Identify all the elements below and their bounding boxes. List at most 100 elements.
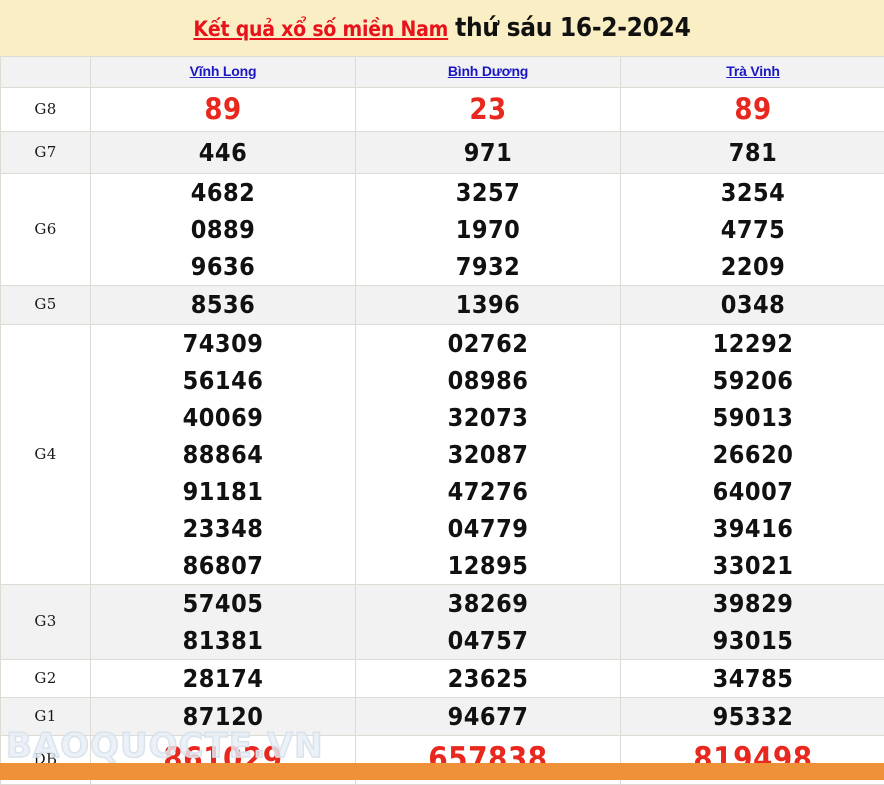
prize-cell: 94677: [356, 697, 621, 735]
table-header: Vĩnh Long Bình Dương Trà Vinh: [1, 57, 884, 88]
prize-number-list: 95332: [621, 698, 884, 735]
province-link-vinh-long[interactable]: Vĩnh Long: [190, 63, 257, 79]
prize-cell: 87120: [91, 697, 356, 735]
prize-cell: 3257 1970 7932: [356, 173, 621, 285]
prize-number: 12292: [713, 325, 794, 362]
prize-number: 0348: [721, 286, 786, 323]
prize-label: G4: [34, 445, 56, 463]
prize-number: 88864: [183, 436, 264, 473]
prize-number-list: 39829 93015: [621, 585, 884, 659]
prize-number: 93015: [713, 622, 794, 659]
table-row: G7 446 971 781: [1, 131, 884, 173]
prize-number: 23: [469, 88, 506, 131]
province-link-binh-duong[interactable]: Bình Dương: [448, 63, 528, 79]
prize-cell: 34785: [621, 659, 884, 697]
prize-number: 56146: [183, 362, 264, 399]
prize-label: G2: [34, 669, 56, 687]
prize-number-list: 38269 04757: [356, 585, 620, 659]
prize-cell: 95332: [621, 697, 884, 735]
prize-cell: 02762 08986 32073 32087 47276 04779 1289…: [356, 324, 621, 584]
prize-label-cell: G6: [1, 173, 91, 285]
prize-number: 74309: [183, 325, 264, 362]
prize-number-list: 1396: [356, 286, 620, 323]
prize-number: 971: [464, 134, 512, 171]
page-title: Kết quả xổ số miền Nam thứ sáu 16-2-2024: [193, 13, 690, 43]
prize-number: 3257: [456, 174, 521, 211]
prize-number-list: 4682 0889 9636: [91, 174, 355, 285]
prize-number: 89: [734, 88, 771, 131]
table-row: G2 28174 23625 34785: [1, 659, 884, 697]
prize-cell: 0348: [621, 285, 884, 324]
prize-number: 81381: [183, 622, 264, 659]
prize-number: 23625: [448, 660, 529, 697]
prize-label: G3: [34, 612, 56, 630]
prize-number: 39829: [713, 585, 794, 622]
prize-number: 32087: [448, 436, 529, 473]
prize-number-list: 3254 4775 2209: [621, 174, 884, 285]
bottom-orange-bar: [0, 763, 884, 780]
province-link-tra-vinh[interactable]: Trà Vinh: [726, 63, 779, 79]
prize-label: G8: [34, 100, 56, 118]
prize-cell: 38269 04757: [356, 584, 621, 659]
prize-cell: 1396: [356, 285, 621, 324]
prize-label-cell: G4: [1, 324, 91, 584]
prize-number: 40069: [183, 399, 264, 436]
prize-number-list: 781: [621, 134, 884, 171]
prize-cell: 57405 81381: [91, 584, 356, 659]
prize-label-column-header: [1, 57, 91, 88]
table-row: G4 74309 56146 40069 88864 91181 23348 8…: [1, 324, 884, 584]
prize-label-cell: G5: [1, 285, 91, 324]
prize-number: 87120: [183, 698, 264, 735]
prize-number: 04757: [448, 622, 529, 659]
prize-cell: 3254 4775 2209: [621, 173, 884, 285]
prize-number-list: 02762 08986 32073 32087 47276 04779 1289…: [356, 325, 620, 584]
prize-number: 08986: [448, 362, 529, 399]
lottery-region-link[interactable]: Kết quả xổ số miền Nam: [193, 17, 448, 41]
prize-number: 86807: [183, 547, 264, 584]
prize-number: 2209: [721, 248, 786, 285]
prize-number: 4682: [191, 174, 256, 211]
province-header-vinh-long: Vĩnh Long: [91, 57, 356, 88]
prize-cell: 781: [621, 131, 884, 173]
prize-number: 7932: [456, 248, 521, 285]
prize-cell: 28174: [91, 659, 356, 697]
prize-number: 34785: [713, 660, 794, 697]
prize-label: G5: [34, 295, 56, 313]
prize-number: 23348: [183, 510, 264, 547]
province-header-binh-duong: Bình Dương: [356, 57, 621, 88]
prize-number-list: 446: [91, 134, 355, 171]
prize-number: 04779: [448, 510, 529, 547]
prize-number-list: 57405 81381: [91, 585, 355, 659]
prize-cell: 971: [356, 131, 621, 173]
prize-label-cell: G2: [1, 659, 91, 697]
prize-number: 39416: [713, 510, 794, 547]
prize-cell: 23625: [356, 659, 621, 697]
prize-number: 91181: [183, 473, 264, 510]
result-date: thứ sáu 16-2-2024: [455, 13, 690, 43]
prize-label-cell: G8: [1, 88, 91, 132]
prize-number-list: 971: [356, 134, 620, 171]
prize-number: 59206: [713, 362, 794, 399]
table-row: G1 87120 94677 95332: [1, 697, 884, 735]
prize-label-cell: G3: [1, 584, 91, 659]
prize-number: 9636: [191, 248, 256, 285]
prize-number-list: 89: [91, 88, 355, 131]
prize-cell: 39829 93015: [621, 584, 884, 659]
prize-cell: 12292 59206 59013 26620 64007 39416 3302…: [621, 324, 884, 584]
prize-number: 3254: [721, 174, 786, 211]
prize-cell: 74309 56146 40069 88864 91181 23348 8680…: [91, 324, 356, 584]
prize-cell: 89: [91, 88, 356, 132]
prize-number-list: 94677: [356, 698, 620, 735]
prize-cell: 446: [91, 131, 356, 173]
table-header-row: Vĩnh Long Bình Dương Trà Vinh: [1, 57, 884, 88]
page-title-banner: Kết quả xổ số miền Nam thứ sáu 16-2-2024: [0, 0, 884, 56]
prize-number-list: 8536: [91, 286, 355, 323]
prize-number: 28174: [183, 660, 264, 697]
prize-number-list: 87120: [91, 698, 355, 735]
prize-number: 4775: [721, 211, 786, 248]
table-body: G8 89 23 89 G7 446 971 781: [1, 88, 884, 785]
prize-number: 8536: [191, 286, 256, 323]
table-row: G8 89 23 89: [1, 88, 884, 132]
prize-label: G1: [34, 707, 56, 725]
prize-number: 26620: [713, 436, 794, 473]
